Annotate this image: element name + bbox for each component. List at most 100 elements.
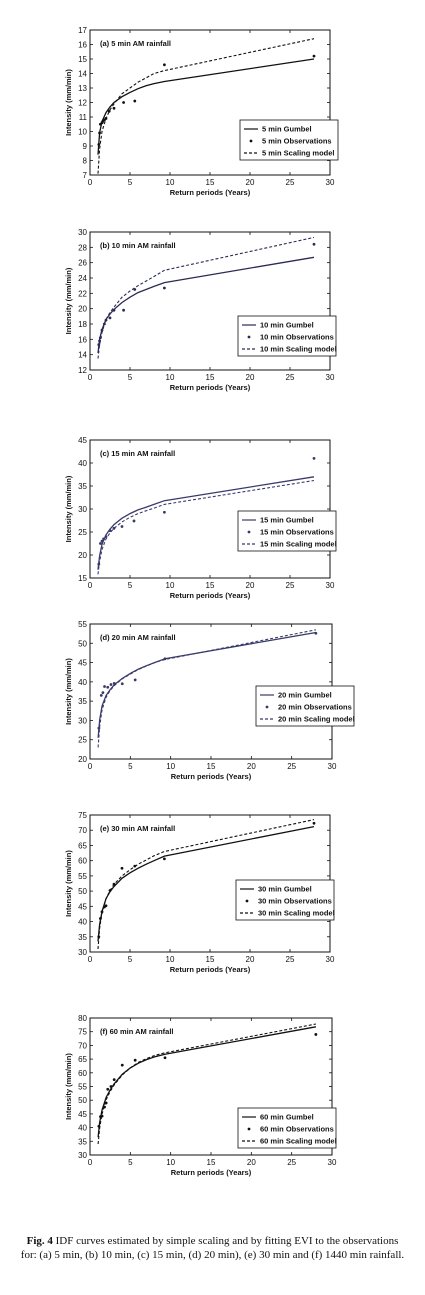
- chart-d-series-dots-point: [133, 678, 137, 682]
- chart-f-y-tick-label: 75: [78, 1028, 87, 1037]
- chart-f-y-tick-label: 45: [78, 1110, 87, 1119]
- chart-d: 0 5 10 15 20 25 30 20 25 30 35 40 45 50 55 Return perio…: [64, 620, 355, 781]
- chart-f-legend-marker-dots: [247, 1127, 251, 1131]
- chart-d-y-tick-label: 50: [78, 639, 87, 648]
- chart-b-series-dots-point: [112, 308, 116, 312]
- chart-d-y-tick-label: 55: [78, 620, 87, 629]
- chart-a-series-dots-point: [122, 101, 125, 104]
- chart-d-series-dashed-line: [97, 629, 317, 748]
- chart-b-x-axis-label: Return periods (Years): [170, 383, 251, 392]
- chart-a-y-tick-label: 17: [78, 26, 87, 35]
- chart-a-series-dots-point: [112, 106, 116, 110]
- chart-d-y-tick-label: 40: [78, 678, 87, 687]
- figure-caption: Fig. 4 IDF curves estimated by simple sc…: [20, 1234, 405, 1262]
- chart-b-series-dashed-line: [97, 236, 315, 359]
- chart-a-legend-marker-dots: [249, 139, 253, 143]
- chart-f-y-tick-label: 55: [78, 1083, 87, 1092]
- chart-c-y-tick-label: 25: [78, 528, 87, 537]
- chart-e-series-dashed-line: [97, 819, 315, 950]
- chart-c-y-axis-label: Intensity (mm/min): [64, 475, 73, 542]
- chart-a-y-tick-label: 8: [83, 157, 88, 166]
- chart-d-x-tick-label: 15: [207, 762, 216, 771]
- chart-f-x-tick-label: 25: [287, 1158, 296, 1167]
- chart-b-y-tick-label: 28: [78, 243, 87, 252]
- chart-b-x-tick-label: 0: [88, 373, 93, 382]
- chart-d-title: (d) 20 min AM rainfall: [100, 633, 176, 642]
- chart-d-series-dots-point: [120, 682, 124, 686]
- chart-f-series-dots-point: [133, 1058, 137, 1062]
- chart-a-series-dots-point: [163, 63, 166, 67]
- chart-b-y-tick-label: 20: [78, 305, 87, 314]
- chart-c-legend-label: 15 min Scaling model: [260, 540, 337, 549]
- chart-d-y-tick-label: 30: [78, 716, 87, 725]
- chart-c-legend: 15 min Gumbel 15 min Observations 15 min S…: [237, 510, 337, 552]
- chart-b-y-tick-label: 12: [78, 366, 87, 375]
- chart-b-y-tick-label: 16: [78, 335, 87, 344]
- chart-d-y-tick-label: 35: [78, 697, 87, 706]
- chart-f-x-tick-label: 30: [328, 1158, 337, 1167]
- chart-f-y-tick-label: 30: [78, 1151, 87, 1160]
- chart-e-x-tick-label: 30: [326, 955, 335, 964]
- chart-c-series-dots-point: [120, 525, 124, 528]
- chart-d-y-tick-label: 25: [78, 736, 87, 745]
- chart-a-x-tick-label: 5: [128, 178, 133, 187]
- chart-a-y-tick-label: 11: [79, 113, 88, 122]
- chart-b-x-tick-label: 30: [326, 373, 335, 382]
- chart-b-x-tick-label: 15: [206, 373, 215, 382]
- chart-f-y-tick-label: 80: [78, 1014, 87, 1023]
- chart-c-y-tick-label: 45: [78, 436, 87, 445]
- chart-d-legend-label: 20 min Gumbel: [278, 691, 332, 700]
- caption-label: Fig. 4: [26, 1235, 53, 1247]
- chart-a-x-tick-label: 25: [286, 178, 295, 187]
- chart-e-series-dots-point: [120, 866, 124, 870]
- chart-e-legend: 30 min Gumbel 30 min Observations 30 min S…: [235, 879, 335, 921]
- chart-a-series-dots-point: [133, 99, 137, 103]
- chart-b-title: (b) 10 min AM rainfall: [100, 241, 176, 250]
- chart-a-y-tick-label: 14: [78, 70, 87, 79]
- chart-f-legend-label: 60 min Gumbel: [260, 1113, 314, 1122]
- chart-b-legend-label: 10 min Observations: [260, 333, 334, 342]
- chart-f: 0 5 10 15 20 25 30 30 35 40 45 50 55 60 65 70 75 80 Return…: [64, 1014, 337, 1177]
- chart-a-x-tick-label: 10: [166, 178, 175, 187]
- chart-c-series-solid-line: [97, 476, 315, 570]
- chart-a-x-tick-label: 0: [88, 178, 93, 187]
- chart-e-x-axis-label: Return periods (Years): [170, 965, 251, 974]
- chart-e-x-tick-label: 10: [166, 955, 175, 964]
- chart-c-x-tick-label: 10: [166, 581, 175, 590]
- chart-c-series-dashed-line: [97, 479, 315, 575]
- chart-b-y-tick-label: 18: [78, 320, 87, 329]
- chart-d-x-tick-label: 0: [88, 762, 93, 771]
- chart-c-y-tick-label: 30: [78, 505, 87, 514]
- chart-e-title: (e) 30 min AM rainfall: [100, 824, 175, 833]
- chart-a-y-tick-label: 15: [78, 55, 87, 64]
- chart-f-series-dots-point: [106, 1087, 110, 1091]
- chart-c-series-dots-point: [99, 542, 102, 545]
- chart-c-x-tick-label: 5: [128, 581, 133, 590]
- chart-d-series-dots-point: [103, 685, 106, 688]
- chart-b-series-dots-point: [100, 328, 104, 332]
- chart-a-x-axis-label: Return periods (Years): [170, 188, 251, 197]
- chart-d-x-tick-label: 20: [247, 762, 256, 771]
- chart-f-series-dots-point: [112, 1078, 116, 1082]
- chart-f-title: (f) 60 min AM rainfall: [100, 1027, 173, 1036]
- chart-d-x-tick-label: 25: [287, 762, 296, 771]
- chart-b-y-tick-label: 30: [78, 228, 87, 237]
- chart-f-x-tick-label: 20: [247, 1158, 256, 1167]
- chart-e-x-tick-label: 0: [88, 955, 93, 964]
- chart-d-y-axis-label: Intensity (mm/min): [64, 658, 73, 725]
- chart-c-title: (c) 15 min AM rainfall: [100, 449, 175, 458]
- chart-f-legend-label: 60 min Observations: [260, 1125, 334, 1134]
- chart-e-legend-marker-dots: [245, 899, 249, 903]
- chart-b-series-dots-point: [163, 286, 166, 290]
- chart-a-legend: 5 min Gumbel 5 min Observations 5 min Scal…: [239, 119, 339, 161]
- chart-f-series-dashed-line: [97, 1023, 317, 1145]
- chart-c-series-dots-point: [312, 457, 316, 460]
- chart-a-legend-label: 5 min Gumbel: [262, 125, 312, 134]
- chart-f-x-tick-label: 10: [166, 1158, 175, 1167]
- chart-d-x-tick-label: 30: [328, 762, 337, 771]
- chart-a-series-dots-point: [98, 131, 101, 135]
- chart-f-y-tick-label: 70: [78, 1041, 87, 1050]
- chart-b-legend: 10 min Gumbel 10 min Observations 10 min S…: [237, 315, 337, 357]
- chart-e-y-tick-label: 45: [78, 902, 87, 911]
- chart-a-series-dots-point: [312, 54, 316, 58]
